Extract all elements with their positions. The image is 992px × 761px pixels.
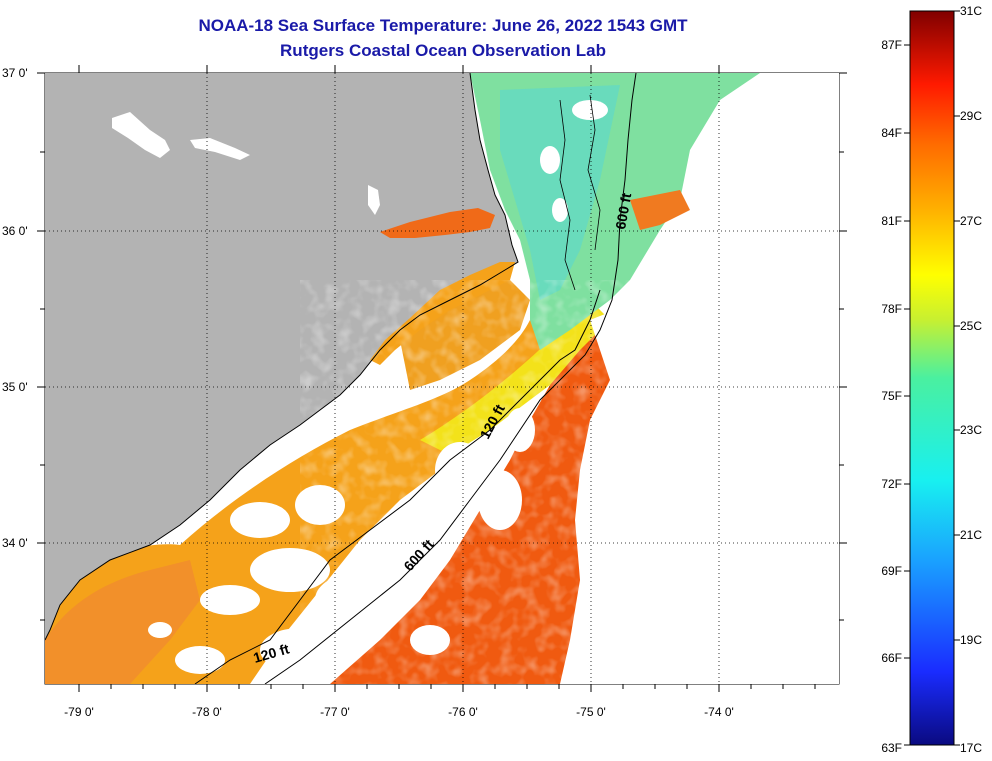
- map-title: NOAA-18 Sea Surface Temperature: June 26…: [198, 16, 688, 35]
- contour-label-600ft: 600 ft: [612, 191, 634, 230]
- colorbar-f-label: 66F: [881, 651, 902, 665]
- lon-label: -78 0': [192, 705, 222, 719]
- inland-water-3: [368, 185, 380, 215]
- graticule: [45, 73, 839, 684]
- colorbar-c-label: 17C: [960, 741, 982, 755]
- map-subtitle: Rutgers Coastal Ocean Observation Lab: [280, 41, 606, 60]
- colorbar-f-label: 87F: [881, 38, 902, 52]
- bight-sst-region: [45, 560, 200, 684]
- colorbar-c-label: 31C: [960, 4, 982, 18]
- albemarle-sound: [380, 208, 495, 238]
- colorbar: [909, 10, 955, 746]
- inland-water-2: [190, 138, 250, 160]
- lon-label: -74 0': [704, 705, 734, 719]
- colorbar-c-label: 19C: [960, 633, 982, 647]
- map-ticks: [37, 65, 847, 692]
- lon-label: -79 0': [64, 705, 94, 719]
- lat-label: 34 0': [2, 536, 28, 550]
- colorbar-c-label: 21C: [960, 528, 982, 542]
- colorbar-f-label: 69F: [881, 564, 902, 578]
- colorbar-f-label: 81F: [881, 214, 902, 228]
- land-mass: [45, 73, 518, 640]
- contour-600ft: [264, 73, 637, 684]
- colorbar-f-label: 63F: [881, 741, 902, 755]
- lon-label: -77 0': [320, 705, 350, 719]
- colorbar-c-label: 27C: [960, 214, 982, 228]
- lon-label: -76 0': [448, 705, 478, 719]
- colorbar-c-label: 23C: [960, 423, 982, 437]
- inland-water: [112, 112, 170, 158]
- colorbar-f-label: 78F: [881, 302, 902, 316]
- lat-label: 35 0': [2, 380, 28, 394]
- colorbar-c-label: 29C: [960, 109, 982, 123]
- shelf-detail: [559, 94, 601, 291]
- cool-sst-highlight: [500, 85, 620, 300]
- coastline: [45, 73, 519, 641]
- colorbar-f-label: 72F: [881, 477, 902, 491]
- warm-sst-offshore: [630, 190, 690, 230]
- contour-120ft: [194, 289, 601, 684]
- sst-noise-texture: [300, 280, 839, 684]
- lon-label: -75 0': [576, 705, 606, 719]
- lat-label: 37 0': [2, 66, 28, 80]
- colorbar-f-label: 84F: [881, 126, 902, 140]
- colorbar-ticks: [904, 10, 960, 746]
- colorbar-f-label: 75F: [881, 389, 902, 403]
- lat-label: 36 0': [2, 224, 28, 238]
- colorbar-c-label: 25C: [960, 319, 982, 333]
